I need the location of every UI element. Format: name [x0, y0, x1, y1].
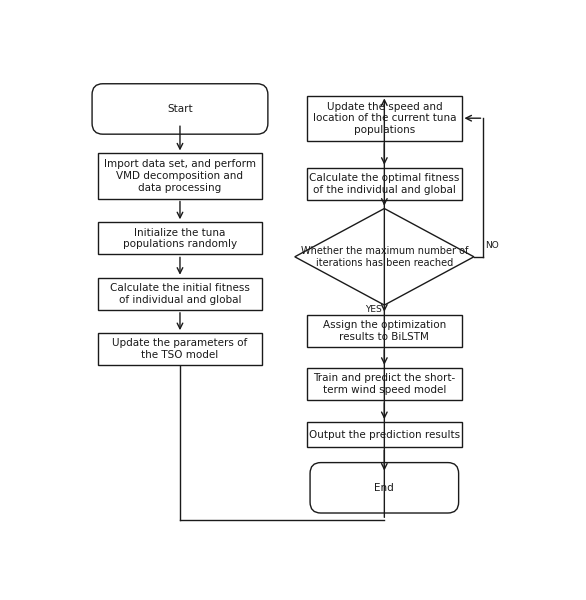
Bar [307, 368, 462, 400]
Text: Calculate the optimal fitness
of the individual and global: Calculate the optimal fitness of the ind… [309, 173, 459, 194]
Polygon shape [295, 209, 474, 305]
Text: Train and predict the short-
term wind speed model: Train and predict the short- term wind s… [314, 373, 455, 395]
Bar [307, 314, 462, 347]
Bar [307, 95, 462, 141]
Text: NO: NO [486, 241, 499, 250]
FancyBboxPatch shape [310, 463, 459, 513]
Text: Start: Start [167, 104, 193, 114]
Bar [98, 278, 262, 310]
Bar [98, 154, 262, 199]
Text: Calculate the initial fitness
of individual and global: Calculate the initial fitness of individ… [110, 283, 250, 305]
Text: Output the prediction results: Output the prediction results [309, 430, 460, 440]
Text: Update the parameters of
the TSO model: Update the parameters of the TSO model [113, 338, 248, 360]
FancyBboxPatch shape [92, 84, 268, 134]
Bar [98, 333, 262, 365]
Text: YES: YES [364, 305, 381, 314]
Bar [98, 222, 262, 254]
Text: Update the speed and
location of the current tuna
populations: Update the speed and location of the cur… [312, 101, 456, 135]
Text: Whether the maximum number of
iterations has been reached: Whether the maximum number of iterations… [301, 246, 468, 268]
Bar [307, 422, 462, 448]
Text: End: End [374, 483, 394, 493]
Text: Assign the optimization
results to BiLSTM: Assign the optimization results to BiLST… [323, 320, 446, 341]
Bar [307, 167, 462, 200]
Text: Import data set, and perform
VMD decomposition and
data processing: Import data set, and perform VMD decompo… [104, 160, 256, 193]
Text: Initialize the tuna
populations randomly: Initialize the tuna populations randomly [123, 227, 237, 249]
